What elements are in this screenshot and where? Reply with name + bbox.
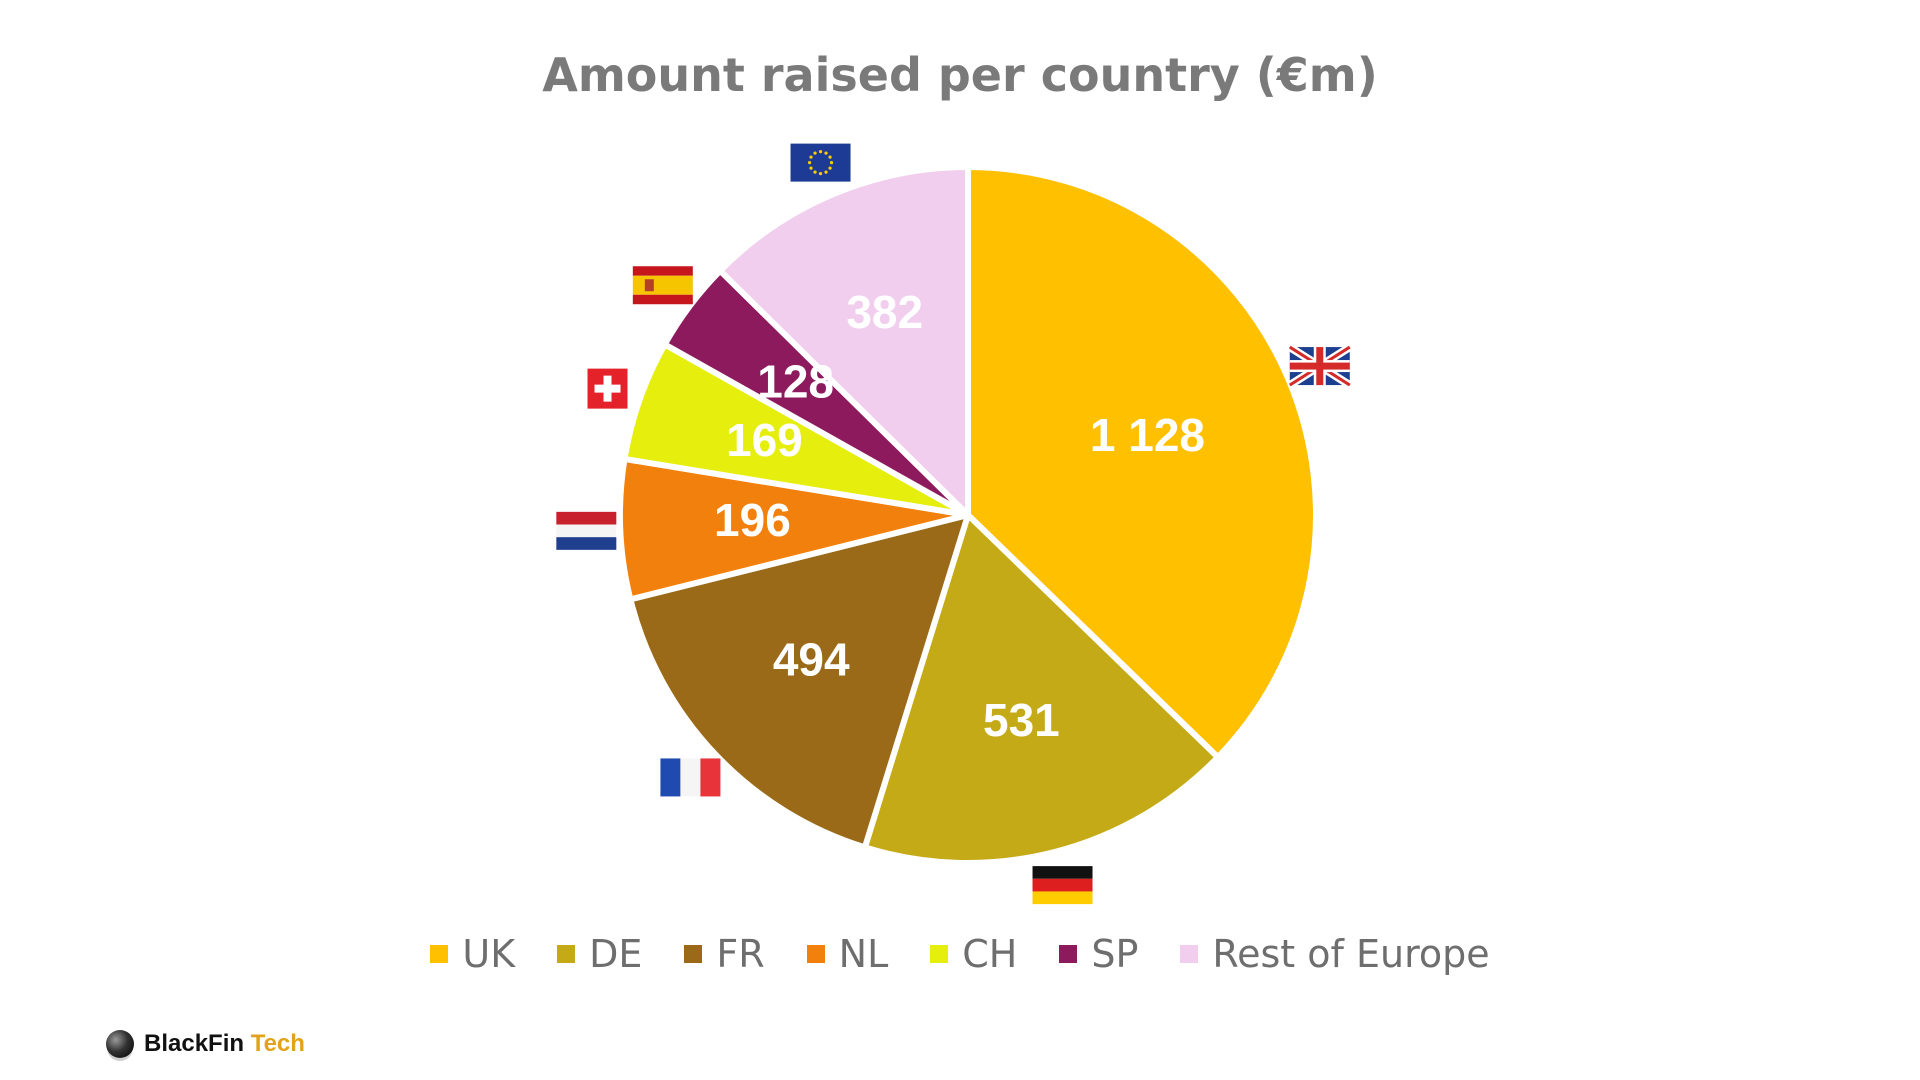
brand-logo: BlackFin Tech — [106, 1030, 305, 1058]
legend-item-sp: SP — [1059, 932, 1138, 976]
gb-flag-icon — [1287, 343, 1352, 389]
pie-slice-uk — [965, 164, 1319, 761]
legend-swatch — [557, 945, 576, 963]
legend-swatch — [430, 945, 449, 963]
legend-swatch — [1180, 945, 1199, 963]
legend-item-de: DE — [557, 932, 642, 976]
legend-label: SP — [1091, 932, 1139, 976]
brand-suffix: Tech — [250, 1030, 305, 1057]
legend-label: NL — [838, 932, 889, 976]
ch-flag-icon — [587, 368, 628, 409]
slice-label-nl: 196 — [714, 494, 791, 546]
chart-title: Amount raised per country (€m) — [542, 48, 1378, 102]
legend-swatch — [1059, 945, 1078, 963]
slice-label-sp: 128 — [757, 355, 834, 407]
legend-item-uk: UK — [430, 932, 515, 976]
blackfin-logo-icon — [106, 1030, 134, 1058]
slice-label-uk: 1 128 — [1090, 409, 1205, 461]
legend-item-fr: FR — [684, 932, 765, 976]
pie-slice-fr — [627, 512, 971, 851]
legend-swatch — [930, 945, 949, 963]
slice-label-fr: 494 — [773, 633, 850, 685]
legend-label: FR — [716, 932, 765, 976]
fr-flag-icon — [660, 758, 721, 797]
de-flag-icon — [1032, 866, 1093, 905]
legend-label: Rest of Europe — [1212, 932, 1490, 976]
eu-flag-icon — [790, 143, 851, 182]
slice-label-ch: 169 — [726, 414, 803, 466]
legend-item-ch: CH — [930, 932, 1017, 976]
legend-item-rest-of-europe: Rest of Europe — [1180, 932, 1490, 976]
slice-label-rest-of-europe: 382 — [846, 286, 923, 338]
legend-swatch — [806, 945, 825, 963]
slice-label-de: 531 — [983, 694, 1060, 746]
brand-text: BlackFin Tech — [144, 1030, 305, 1058]
nl-flag-icon — [556, 511, 617, 550]
legend-label: UK — [462, 932, 516, 976]
pie-slice-rest-of-europe — [717, 164, 971, 518]
legend-item-nl: NL — [806, 932, 889, 976]
legend-swatch — [684, 945, 703, 963]
legend-label: CH — [962, 932, 1018, 976]
es-flag-icon — [632, 266, 693, 305]
brand-name: BlackFin — [144, 1030, 245, 1057]
pie-slice-nl — [617, 455, 971, 603]
chart-legend: UK DE FR NL CH SP Rest of Europe — [0, 932, 1920, 976]
pie-slice-de — [861, 512, 1221, 866]
legend-label: DE — [589, 932, 643, 976]
